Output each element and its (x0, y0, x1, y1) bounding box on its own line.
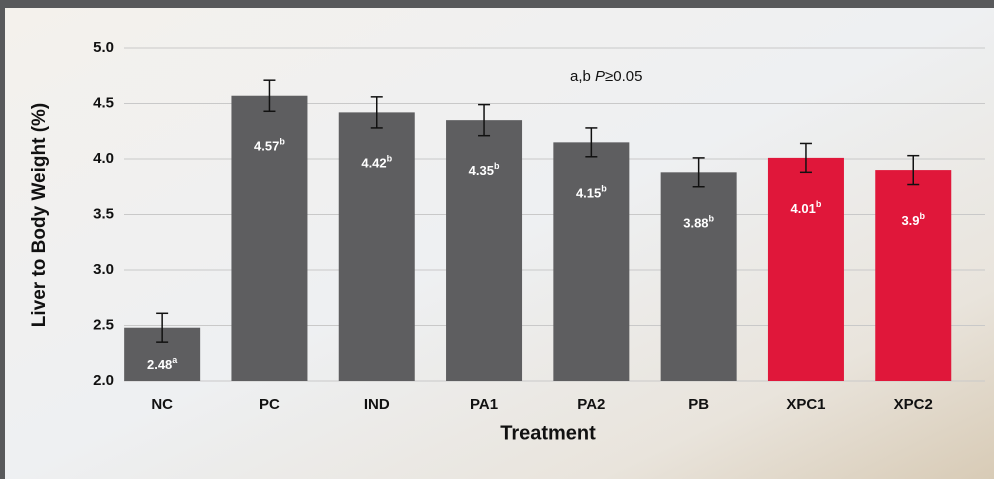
y-tick-label: 4.5 (93, 94, 114, 111)
value-label-number: 4.15 (576, 186, 601, 201)
bar (231, 95, 308, 381)
value-label-number: 4.42 (361, 156, 386, 171)
y-tick-label: 3.0 (93, 261, 114, 278)
y-tick-label: 4.0 (93, 150, 114, 167)
annotation-part: P (595, 68, 605, 85)
left-border (0, 0, 5, 479)
value-label-superscript: b (709, 214, 715, 224)
value-label: 4.42b (361, 154, 392, 171)
y-tick-label: 2.5 (93, 316, 114, 333)
x-tick-label: XPC1 (786, 396, 825, 413)
value-label-superscript: a (172, 355, 178, 365)
y-tick-label: 5.0 (93, 39, 114, 56)
value-label-number: 2.48 (147, 357, 172, 372)
top-border (0, 0, 994, 8)
x-tick-label: NC (151, 396, 173, 413)
x-tick-label: PB (688, 396, 709, 413)
x-tick-label: PA1 (470, 396, 498, 413)
annotation-part: ≥0.05 (605, 68, 642, 85)
value-label-superscript: b (816, 199, 822, 209)
value-label-number: 4.35 (469, 164, 494, 179)
value-label: 4.15b (576, 184, 607, 201)
value-label: 2.48a (147, 355, 178, 372)
value-label: 3.88b (683, 214, 714, 231)
x-tick-label: IND (364, 396, 390, 413)
value-label-number: 4.57 (254, 139, 279, 154)
y-axis-title: Liver to Body Weight (%) (29, 103, 50, 327)
value-label: 4.01b (791, 199, 822, 216)
y-tick-label: 3.5 (93, 205, 114, 222)
value-label-superscript: b (601, 184, 607, 194)
bar (660, 172, 737, 381)
bar (553, 142, 630, 381)
value-label-superscript: b (494, 162, 500, 172)
value-label-superscript: b (387, 154, 393, 164)
value-label-superscript: b (279, 137, 285, 147)
bar (338, 112, 415, 381)
x-tick-label: XPC2 (894, 396, 933, 413)
annotation-part: a,b (570, 68, 591, 85)
value-label-superscript: b (920, 211, 926, 221)
value-label: 4.35b (469, 162, 500, 179)
value-label-number: 4.01 (791, 201, 816, 216)
value-label-number: 3.9 (901, 214, 919, 229)
x-tick-label: PC (259, 396, 280, 413)
bar (446, 120, 523, 382)
annotation: a,b P≥0.05 (570, 68, 642, 85)
value-label-number: 3.88 (683, 216, 708, 231)
bar (875, 170, 952, 381)
bar (767, 157, 844, 381)
x-axis-title: Treatment (500, 422, 596, 444)
x-tick-label: PA2 (577, 396, 605, 413)
value-label: 3.9b (901, 211, 925, 228)
value-label: 4.57b (254, 137, 285, 154)
y-tick-label: 2.0 (93, 372, 114, 389)
